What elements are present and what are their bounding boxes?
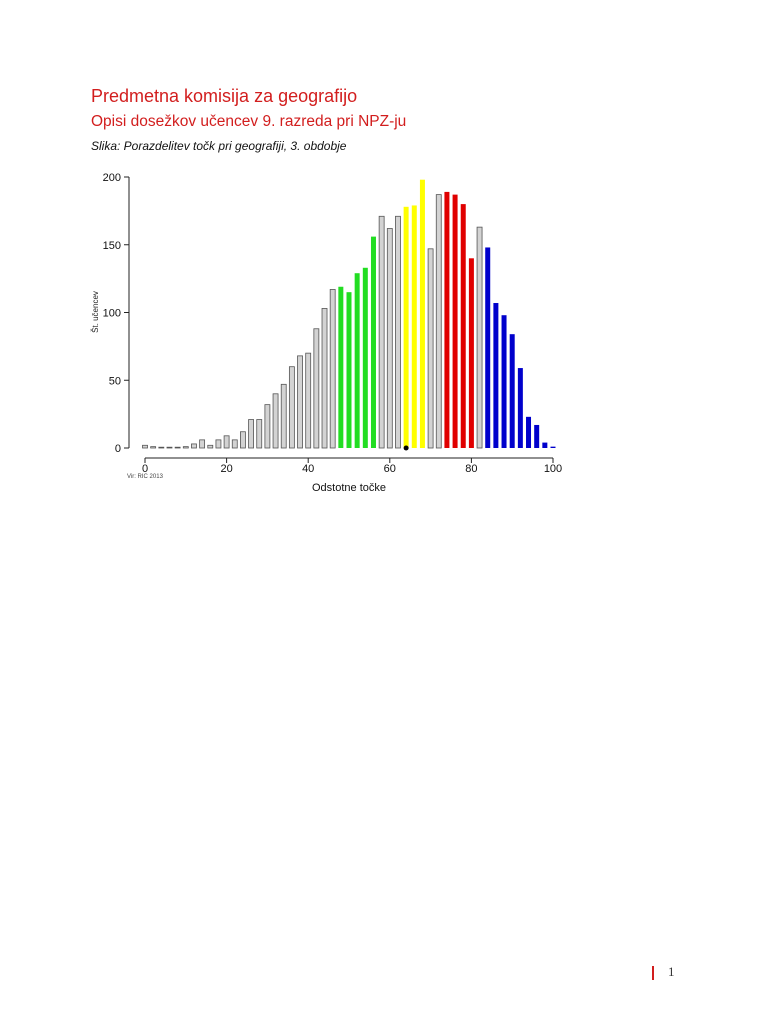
y-tick-label: 150 [103, 240, 121, 252]
bar-84 [485, 247, 491, 448]
bar-76 [452, 194, 458, 448]
bar-74 [444, 191, 450, 448]
bar-92 [517, 368, 523, 448]
y-tick-label: 0 [115, 443, 121, 455]
bar-64 [403, 206, 409, 448]
page-title: Predmetna komisija za geografijo [91, 86, 358, 106]
page-subtitle: Opisi dosežkov učencev 9. razreda pri NP… [91, 113, 407, 130]
page-number: 1 [668, 964, 675, 979]
bar-14 [199, 439, 206, 449]
bar-28 [256, 419, 263, 449]
bar-40 [305, 352, 312, 449]
bar-20 [223, 435, 230, 449]
bar-26 [248, 419, 254, 449]
x-tick-label: 20 [220, 463, 232, 475]
median-marker [403, 445, 409, 451]
bar-86 [493, 303, 499, 448]
bar-94 [526, 416, 532, 448]
bar-12 [191, 443, 197, 449]
bar-60 [386, 228, 393, 449]
bar-4 [158, 446, 165, 449]
source-note: Vir: RIC 2013 [127, 474, 164, 480]
x-axis-label: Odstotne točke [312, 482, 386, 494]
bar-56 [370, 236, 376, 448]
bar-10 [182, 446, 189, 449]
x-tick-label: 100 [544, 463, 562, 475]
bar-66 [411, 205, 417, 448]
bar-50 [346, 292, 352, 448]
x-axis: 0 20 40 60 80 100 [142, 457, 562, 475]
footer-accent-bar [652, 966, 654, 980]
histogram-chart: 0 50 100 150 200 0 20 40 60 80 100 Št. učencev Od… [91, 172, 562, 494]
x-tick-label: 80 [465, 463, 477, 475]
bar-18 [215, 439, 222, 449]
bar-100 [550, 446, 556, 448]
y-tick-label: 200 [103, 172, 121, 184]
y-tick-label: 100 [103, 308, 121, 320]
bar-24 [240, 431, 246, 449]
bar-42 [313, 328, 320, 449]
bar-58 [378, 215, 385, 449]
x-tick-label: 40 [302, 463, 314, 475]
bar-16 [207, 444, 214, 449]
bar-98 [542, 442, 548, 448]
bar-44 [321, 308, 328, 449]
bar-30 [264, 404, 271, 449]
bar-52 [354, 273, 360, 448]
bar-82 [476, 226, 483, 449]
x-tick-label: 0 [142, 463, 148, 475]
bar-46 [329, 289, 336, 449]
bars-group [142, 179, 556, 451]
y-axis: 0 50 100 150 200 [103, 172, 130, 455]
bar-54 [362, 267, 368, 448]
bar-80 [468, 258, 474, 448]
bar-90 [509, 334, 515, 448]
bar-8 [174, 446, 181, 449]
y-axis-label: Št. učencev [91, 291, 100, 333]
bar-0 [142, 444, 148, 449]
x-tick-label: 60 [384, 463, 396, 475]
bar-70 [427, 248, 434, 449]
bar-78 [460, 204, 466, 448]
bar-62 [395, 215, 401, 449]
bar-6 [166, 446, 173, 449]
bar-68 [419, 179, 425, 448]
bar-22 [231, 439, 238, 449]
bar-2 [150, 446, 157, 449]
bar-32 [272, 393, 279, 449]
bar-34 [280, 383, 287, 449]
bar-88 [501, 315, 507, 448]
bar-48 [338, 286, 344, 448]
bar-96 [534, 424, 540, 448]
bar-38 [297, 355, 303, 449]
bar-72 [435, 194, 442, 449]
y-tick-label: 50 [109, 375, 121, 387]
bar-36 [288, 366, 295, 449]
figure-caption: Slika: Porazdelitev točk pri geografiji,… [91, 139, 347, 153]
